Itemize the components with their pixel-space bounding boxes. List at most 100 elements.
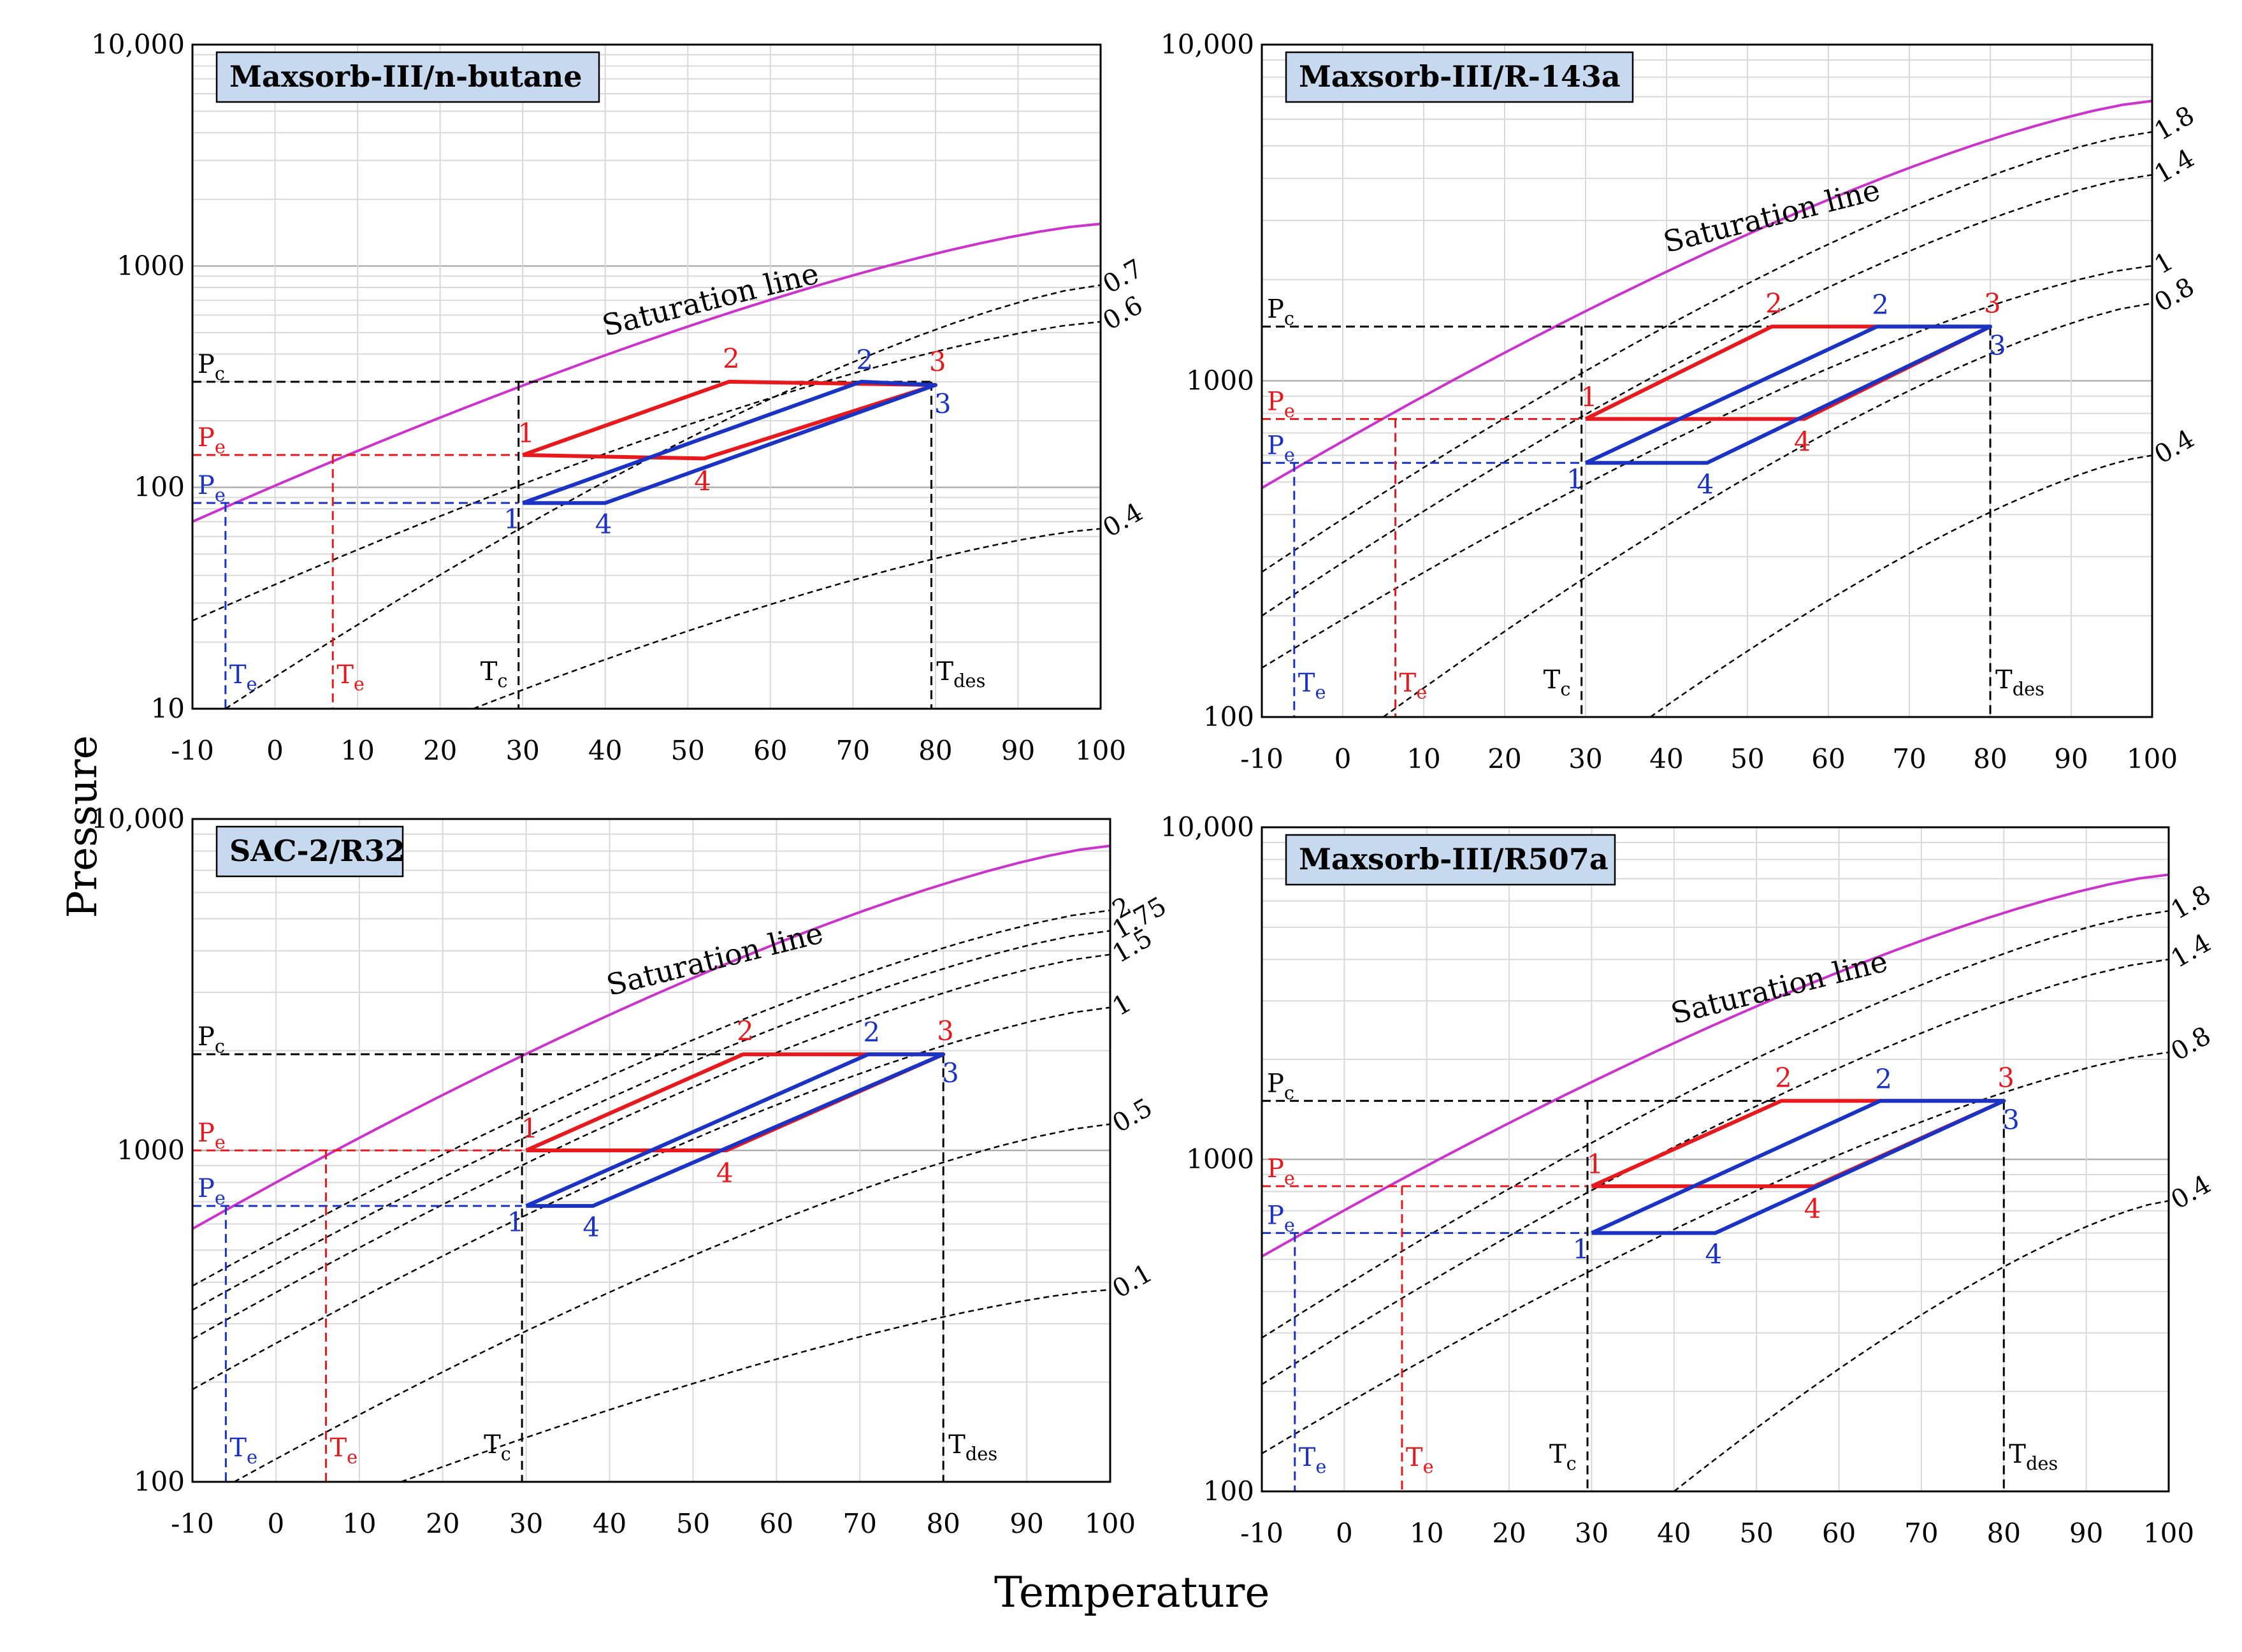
tc-label: Tc (481, 657, 508, 692)
blue-cycle (522, 379, 937, 505)
blue-point-label: 4 (1697, 468, 1714, 500)
x-tick-label: -10 (1240, 1518, 1284, 1549)
x-tick-label: 20 (1487, 743, 1521, 774)
plot-frame (191, 818, 1111, 1483)
x-tick-label: 50 (1739, 1518, 1773, 1549)
x-tick-label: 10 (1410, 1518, 1443, 1549)
isostere-label: 1.8 (2166, 880, 2216, 925)
pe-red-label: Pe (1267, 387, 1295, 421)
x-tick-label: 40 (593, 1508, 626, 1539)
saturation-line (192, 844, 1111, 1230)
panel-title-background (1285, 51, 1634, 103)
red-point-label: 2 (1765, 287, 1783, 319)
isostere-label: 1 (1108, 989, 1136, 1022)
red-point-label: 1 (1580, 381, 1598, 412)
x-tick-label: 30 (1568, 743, 1602, 774)
saturation-label: Saturation line (603, 915, 827, 1003)
x-tick-label: 60 (1811, 743, 1845, 774)
blue-point-label: 1 (1566, 463, 1584, 495)
red-point-label: 3 (1997, 1062, 2014, 1093)
pe-red-label: Pe (1267, 1154, 1295, 1189)
red-point-label: 4 (1804, 1193, 1821, 1224)
tdes-label: Tdes (1995, 665, 2044, 700)
panel-title: Maxsorb-III/n-butane (229, 59, 582, 94)
te-blue-label: Te (229, 1433, 257, 1468)
pe-blue-label: Pe (1267, 1201, 1295, 1236)
x-tick-label: 30 (505, 735, 539, 766)
isostere-label: 1.8 (2150, 101, 2199, 147)
x-tick-label: 0 (1334, 743, 1352, 774)
y-tick-label: 100 (1203, 1475, 1254, 1507)
red-point-label: 2 (1775, 1062, 1792, 1093)
y-axis-label: Pressure (59, 735, 106, 918)
x-tick-label: 0 (268, 1508, 285, 1539)
saturation-line (1261, 873, 2169, 1258)
saturation-line (192, 222, 1101, 523)
blue-point-label: 1 (1572, 1234, 1589, 1265)
saturation-label: Saturation line (598, 256, 822, 343)
panel-title-background (1285, 834, 1616, 886)
isostere-line (1261, 174, 2153, 617)
te-red-label: Te (336, 660, 365, 695)
red-point-label: 4 (694, 465, 711, 496)
x-tick-label: 10 (1407, 743, 1440, 774)
isostere-label: 1.4 (2150, 143, 2199, 189)
red-point-label: 2 (723, 343, 740, 374)
y-tick-label: 10,000 (91, 29, 185, 60)
pe-red-label: Pe (198, 1119, 226, 1153)
red-point-label: 1 (1586, 1148, 1603, 1180)
x-tick-label: 70 (836, 735, 870, 766)
pe-red-label: Pe (198, 423, 226, 458)
panel-title-box: SAC-2/R32 (215, 825, 405, 878)
red-point-label: 3 (1984, 287, 2001, 319)
x-tick-label: 40 (1649, 743, 1683, 774)
blue-point-label: 1 (507, 1206, 524, 1238)
x-tick-label: 30 (1575, 1518, 1609, 1549)
panel-title: SAC-2/R32 (229, 834, 405, 868)
x-axis-label: Temperature (994, 1568, 1270, 1617)
te-blue-label: Te (229, 660, 257, 695)
x-tick-label: 80 (1987, 1518, 2021, 1549)
isostere-label: 0.5 (1108, 1093, 1157, 1139)
x-tick-label: 80 (926, 1508, 960, 1539)
saturation-label: Saturation line (1667, 944, 1891, 1031)
x-tick-label: 20 (1492, 1518, 1526, 1549)
red-cycle (1591, 1099, 2006, 1189)
isostere-line (192, 953, 1111, 1340)
x-tick-label: 70 (1892, 743, 1926, 774)
x-tick-label: 100 (1075, 735, 1126, 766)
y-tick-label: 100 (134, 472, 185, 503)
isostere-line (1674, 1199, 2169, 1492)
pc-label: Pc (1267, 1069, 1294, 1103)
blue-point-label: 4 (582, 1212, 600, 1243)
x-tick-label: 70 (1904, 1518, 1938, 1549)
te-red-label: Te (329, 1433, 358, 1468)
isostere-line (1261, 131, 2153, 573)
tc-label: Tc (1544, 665, 1571, 700)
isostere-line (233, 1123, 1111, 1483)
te-blue-label: Te (1299, 1443, 1327, 1477)
y-tick-label: 1000 (1186, 365, 1254, 396)
x-tick-label: -10 (1240, 743, 1284, 774)
isostere-line (192, 909, 1111, 1287)
x-tick-label: 90 (2069, 1518, 2103, 1549)
chart-panel-1: 0.70.6 0.4 Saturation line Pc Pe Pe Te Te Tc Tdes… (91, 29, 1148, 766)
panel-title-box: Maxsorb-III/R-143a (1285, 51, 1634, 103)
x-tick-label: 40 (1657, 1518, 1691, 1549)
red-cycle (1584, 324, 1992, 421)
tc-label: Tc (484, 1430, 511, 1465)
blue-cycle (1591, 1099, 2006, 1235)
isostere-label: 0.4 (2166, 1170, 2216, 1215)
y-tick-label: 100 (134, 1466, 185, 1497)
panel-title-box: Maxsorb-III/R507a (1285, 834, 1616, 886)
isostere-label: 0.6 (1098, 291, 1148, 337)
tdes-label: Tdes (2009, 1440, 2058, 1474)
isostere-label: 0.8 (2150, 272, 2199, 318)
x-tick-label: 0 (266, 735, 284, 766)
plot-frame (1261, 826, 2170, 1493)
blue-point-label: 2 (863, 1017, 880, 1048)
x-tick-label: 70 (843, 1508, 877, 1539)
x-tick-label: 20 (423, 735, 457, 766)
